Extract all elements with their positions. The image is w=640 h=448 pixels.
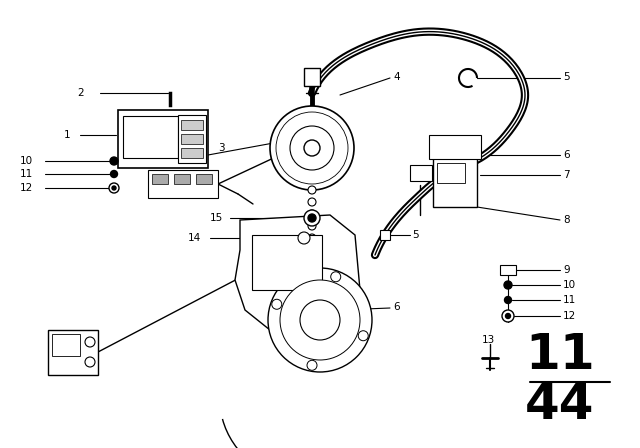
Circle shape [109,183,119,193]
Text: 12: 12 [20,183,33,193]
Circle shape [112,186,116,190]
Bar [437,163,465,183]
Bar [152,174,168,184]
Circle shape [506,314,511,319]
Circle shape [308,198,316,206]
Text: 9: 9 [563,265,570,275]
Circle shape [331,272,340,282]
Bar [500,265,516,275]
Circle shape [85,357,95,367]
Circle shape [290,126,334,170]
Circle shape [272,299,282,309]
Circle shape [268,268,372,372]
Text: 15: 15 [210,213,223,223]
Text: 5: 5 [563,72,570,82]
Text: 12: 12 [563,311,576,321]
Circle shape [300,300,340,340]
Bar [181,120,203,130]
Circle shape [280,280,360,360]
Text: 11: 11 [563,295,576,305]
Circle shape [304,140,320,156]
Bar [181,148,203,158]
Bar [174,174,190,184]
Circle shape [111,171,118,177]
Circle shape [298,232,310,244]
Bar [252,235,322,290]
Text: 10: 10 [563,280,576,290]
Circle shape [358,331,368,341]
Text: 10: 10 [20,156,33,166]
Circle shape [308,222,316,230]
Bar [196,174,212,184]
Circle shape [504,281,512,289]
Text: 11: 11 [525,331,595,379]
Bar [118,110,208,168]
Bar [178,115,206,163]
Circle shape [308,246,316,254]
Circle shape [308,234,316,242]
Text: 7: 7 [563,170,570,180]
Text: 44: 44 [525,381,595,429]
Text: 2: 2 [77,88,84,98]
Text: 6: 6 [563,150,570,160]
Bar [48,330,98,375]
Text: 13: 13 [482,335,495,345]
Circle shape [276,112,348,184]
Bar [148,170,218,198]
Bar [380,230,390,240]
Text: 11: 11 [20,169,33,179]
Text: 3: 3 [218,143,225,153]
Circle shape [85,337,95,347]
Bar [123,116,178,158]
Bar [304,68,320,86]
Circle shape [308,210,316,218]
Text: 8: 8 [563,215,570,225]
Circle shape [110,157,118,165]
Text: 5: 5 [412,230,419,240]
Bar [410,165,432,181]
Circle shape [304,210,320,226]
Polygon shape [235,215,360,335]
Bar [52,334,80,356]
Bar [433,157,477,207]
Circle shape [308,214,316,222]
Bar [181,134,203,144]
Circle shape [308,186,316,194]
Circle shape [307,360,317,370]
Circle shape [502,310,514,322]
Text: 4: 4 [393,72,399,82]
Circle shape [270,106,354,190]
Circle shape [504,297,511,303]
Bar [429,135,481,159]
Text: 6: 6 [393,302,399,312]
Text: 14: 14 [188,233,201,243]
Text: 1: 1 [64,130,70,140]
